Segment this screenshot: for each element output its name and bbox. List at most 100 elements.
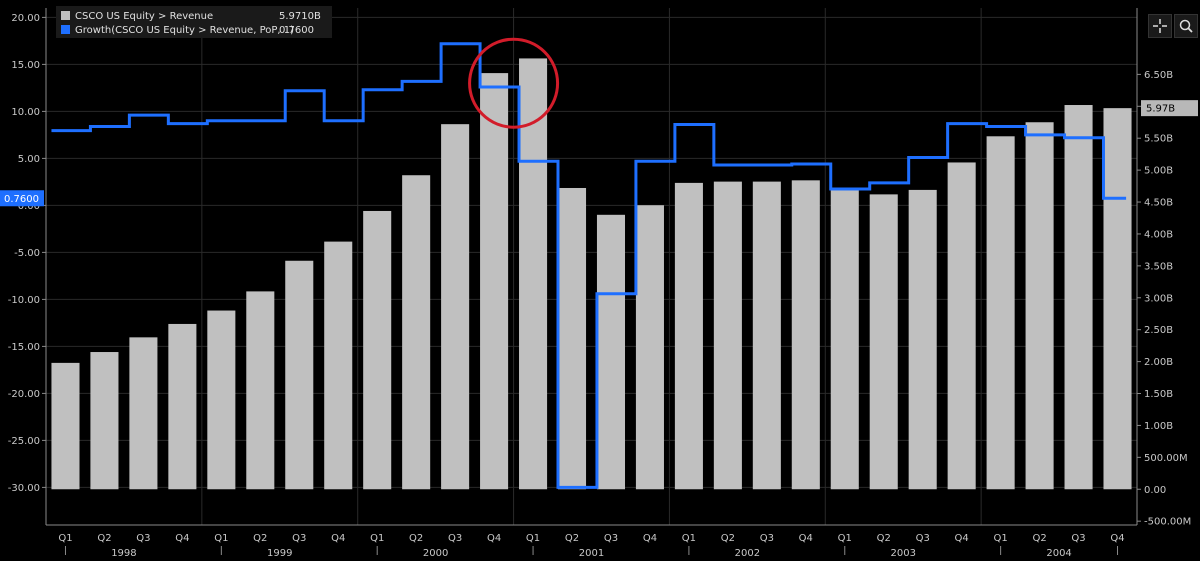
- right-tick-label: 5.00B: [1144, 166, 1173, 177]
- revenue-bar: [830, 189, 859, 490]
- year-label: 1998: [111, 548, 136, 559]
- left-tick-label: -15.00: [8, 342, 40, 353]
- growth-step-line: [51, 42, 1127, 489]
- right-tick-label: 3.50B: [1144, 261, 1173, 272]
- revenue-bar: [168, 323, 197, 490]
- x-tick-label: Q3: [292, 533, 306, 544]
- year-label: 2001: [579, 548, 604, 559]
- legend-label-revenue: CSCO US Equity > Revenue: [75, 11, 213, 22]
- highlight-circle: [468, 37, 560, 129]
- x-tick-label: Q1: [838, 533, 852, 544]
- revenue-bar: [869, 194, 898, 490]
- year-label: 2000: [423, 548, 448, 559]
- right-tick-label: 0.00: [1144, 485, 1166, 496]
- x-tick-label: Q4: [487, 533, 501, 544]
- revenue-bar: [791, 180, 820, 490]
- revenue-bar: [947, 162, 976, 490]
- legend-background: [56, 6, 332, 38]
- x-tick-label: Q4: [643, 533, 657, 544]
- revenue-bar: [246, 291, 275, 490]
- legend-label-growth: Growth(CSCO US Equity > Revenue, PoP, 1): [75, 25, 294, 36]
- revenue-bar: [285, 260, 314, 490]
- x-tick-label: Q2: [565, 533, 579, 544]
- right-tick-label: -500.00M: [1144, 517, 1191, 528]
- right-tick-label: 6.50B: [1144, 70, 1173, 81]
- revenue-bar: [363, 210, 392, 490]
- x-tick-label: Q1: [526, 533, 540, 544]
- x-tick-label: Q2: [97, 533, 111, 544]
- left-tick-label: -30.00: [8, 483, 40, 494]
- x-tick-label: Q4: [799, 533, 813, 544]
- year-label: 2003: [890, 548, 915, 559]
- x-tick-label: Q3: [760, 533, 774, 544]
- x-tick-label: Q4: [1110, 533, 1124, 544]
- legend-value-revenue: 5.9710B: [279, 11, 321, 22]
- revenue-bar: [1064, 105, 1093, 490]
- left-tick-label: -20.00: [8, 389, 40, 400]
- right-tick-label: 4.50B: [1144, 198, 1173, 209]
- revenue-bar: [519, 58, 548, 490]
- right-tick-label: 4.00B: [1144, 229, 1173, 240]
- left-tick-label: 0.00: [18, 201, 40, 212]
- revenue-bar: [986, 136, 1015, 490]
- revenue-bar: [129, 337, 158, 490]
- left-value-badge: [0, 190, 44, 207]
- right-tick-label: 2.00B: [1144, 357, 1173, 368]
- legend: CSCO US Equity > Revenue 5.9710B Growth(…: [56, 6, 332, 38]
- left-tick-label: 5.00: [18, 154, 40, 165]
- growth-line: [51, 42, 1127, 489]
- x-axis: Q1 Q2 Q3 Q4 Q1 Q2 Q3 Q4 Q1 Q2 Q3 Q4 Q1 Q2 Q3 Q4 Q1 Q2 Q3 Q4…: [46, 524, 1137, 559]
- revenue-bar: [1103, 108, 1132, 490]
- revenue-bars: [51, 58, 1132, 490]
- crosshair-icon[interactable]: [1148, 14, 1172, 38]
- x-tick-label: Q3: [916, 533, 930, 544]
- x-tick-label: Q3: [1071, 533, 1085, 544]
- year-label: 2004: [1046, 548, 1071, 559]
- year-label: 1999: [267, 548, 292, 559]
- left-tick-label: -10.00: [8, 295, 40, 306]
- left-tick-label: 20.00: [11, 13, 40, 24]
- revenue-bar: [557, 187, 587, 490]
- x-tick-label: Q2: [721, 533, 735, 544]
- x-tick-label: Q1: [370, 533, 384, 544]
- x-tick-label: Q4: [955, 533, 969, 544]
- left-tick-label: -25.00: [8, 436, 40, 447]
- left-y-axis: 20.00 15.00 10.00 5.00 0.00 -5.00 -10.00 -15.00…: [0, 8, 47, 525]
- x-tick-label: Q2: [253, 533, 267, 544]
- x-tick-label: Q2: [1032, 533, 1046, 544]
- revenue-bar: [674, 182, 703, 490]
- right-value-badge-text: 5.97B: [1146, 104, 1175, 115]
- right-y-axis: 6.50B6.00B5.50B5.00B4.50B4.00B3.50B3.00B…: [1136, 8, 1198, 528]
- revenue-bar: [90, 352, 119, 490]
- revenue-bar: [324, 241, 353, 490]
- revenue-bar: [207, 310, 236, 490]
- x-tick-label: Q1: [682, 533, 696, 544]
- revenue-bar: [752, 181, 781, 490]
- legend-swatch-revenue: [61, 11, 70, 20]
- legend-value-growth: 0.7600: [279, 25, 314, 36]
- x-tick-label: Q3: [136, 533, 150, 544]
- left-value-badge-text: 0.7600: [4, 194, 39, 205]
- x-tick-label: Q3: [604, 533, 618, 544]
- right-tick-label: 500.00M: [1144, 453, 1188, 464]
- right-tick-label: 5.50B: [1144, 134, 1173, 145]
- revenue-bar: [635, 205, 664, 490]
- x-tick-label: Q4: [175, 533, 189, 544]
- revenue-bar: [441, 124, 470, 490]
- highlight-ring: [468, 37, 560, 129]
- right-value-badge: [1141, 100, 1198, 117]
- x-tick-label: Q3: [448, 533, 462, 544]
- legend-swatch-growth: [61, 25, 70, 34]
- revenue-bar: [908, 189, 937, 490]
- x-tick-label: Q4: [331, 533, 345, 544]
- x-tick-label: Q1: [214, 533, 228, 544]
- left-tick-label: 10.00: [11, 107, 40, 118]
- revenue-bar: [402, 175, 431, 490]
- year-label: 2002: [735, 548, 760, 559]
- magnifier-icon[interactable]: [1174, 14, 1198, 38]
- x-tick-label: Q1: [58, 533, 72, 544]
- right-tick-label: 3.00B: [1144, 293, 1173, 304]
- revenue-bar: [713, 181, 742, 490]
- revenue-bar: [1025, 122, 1054, 490]
